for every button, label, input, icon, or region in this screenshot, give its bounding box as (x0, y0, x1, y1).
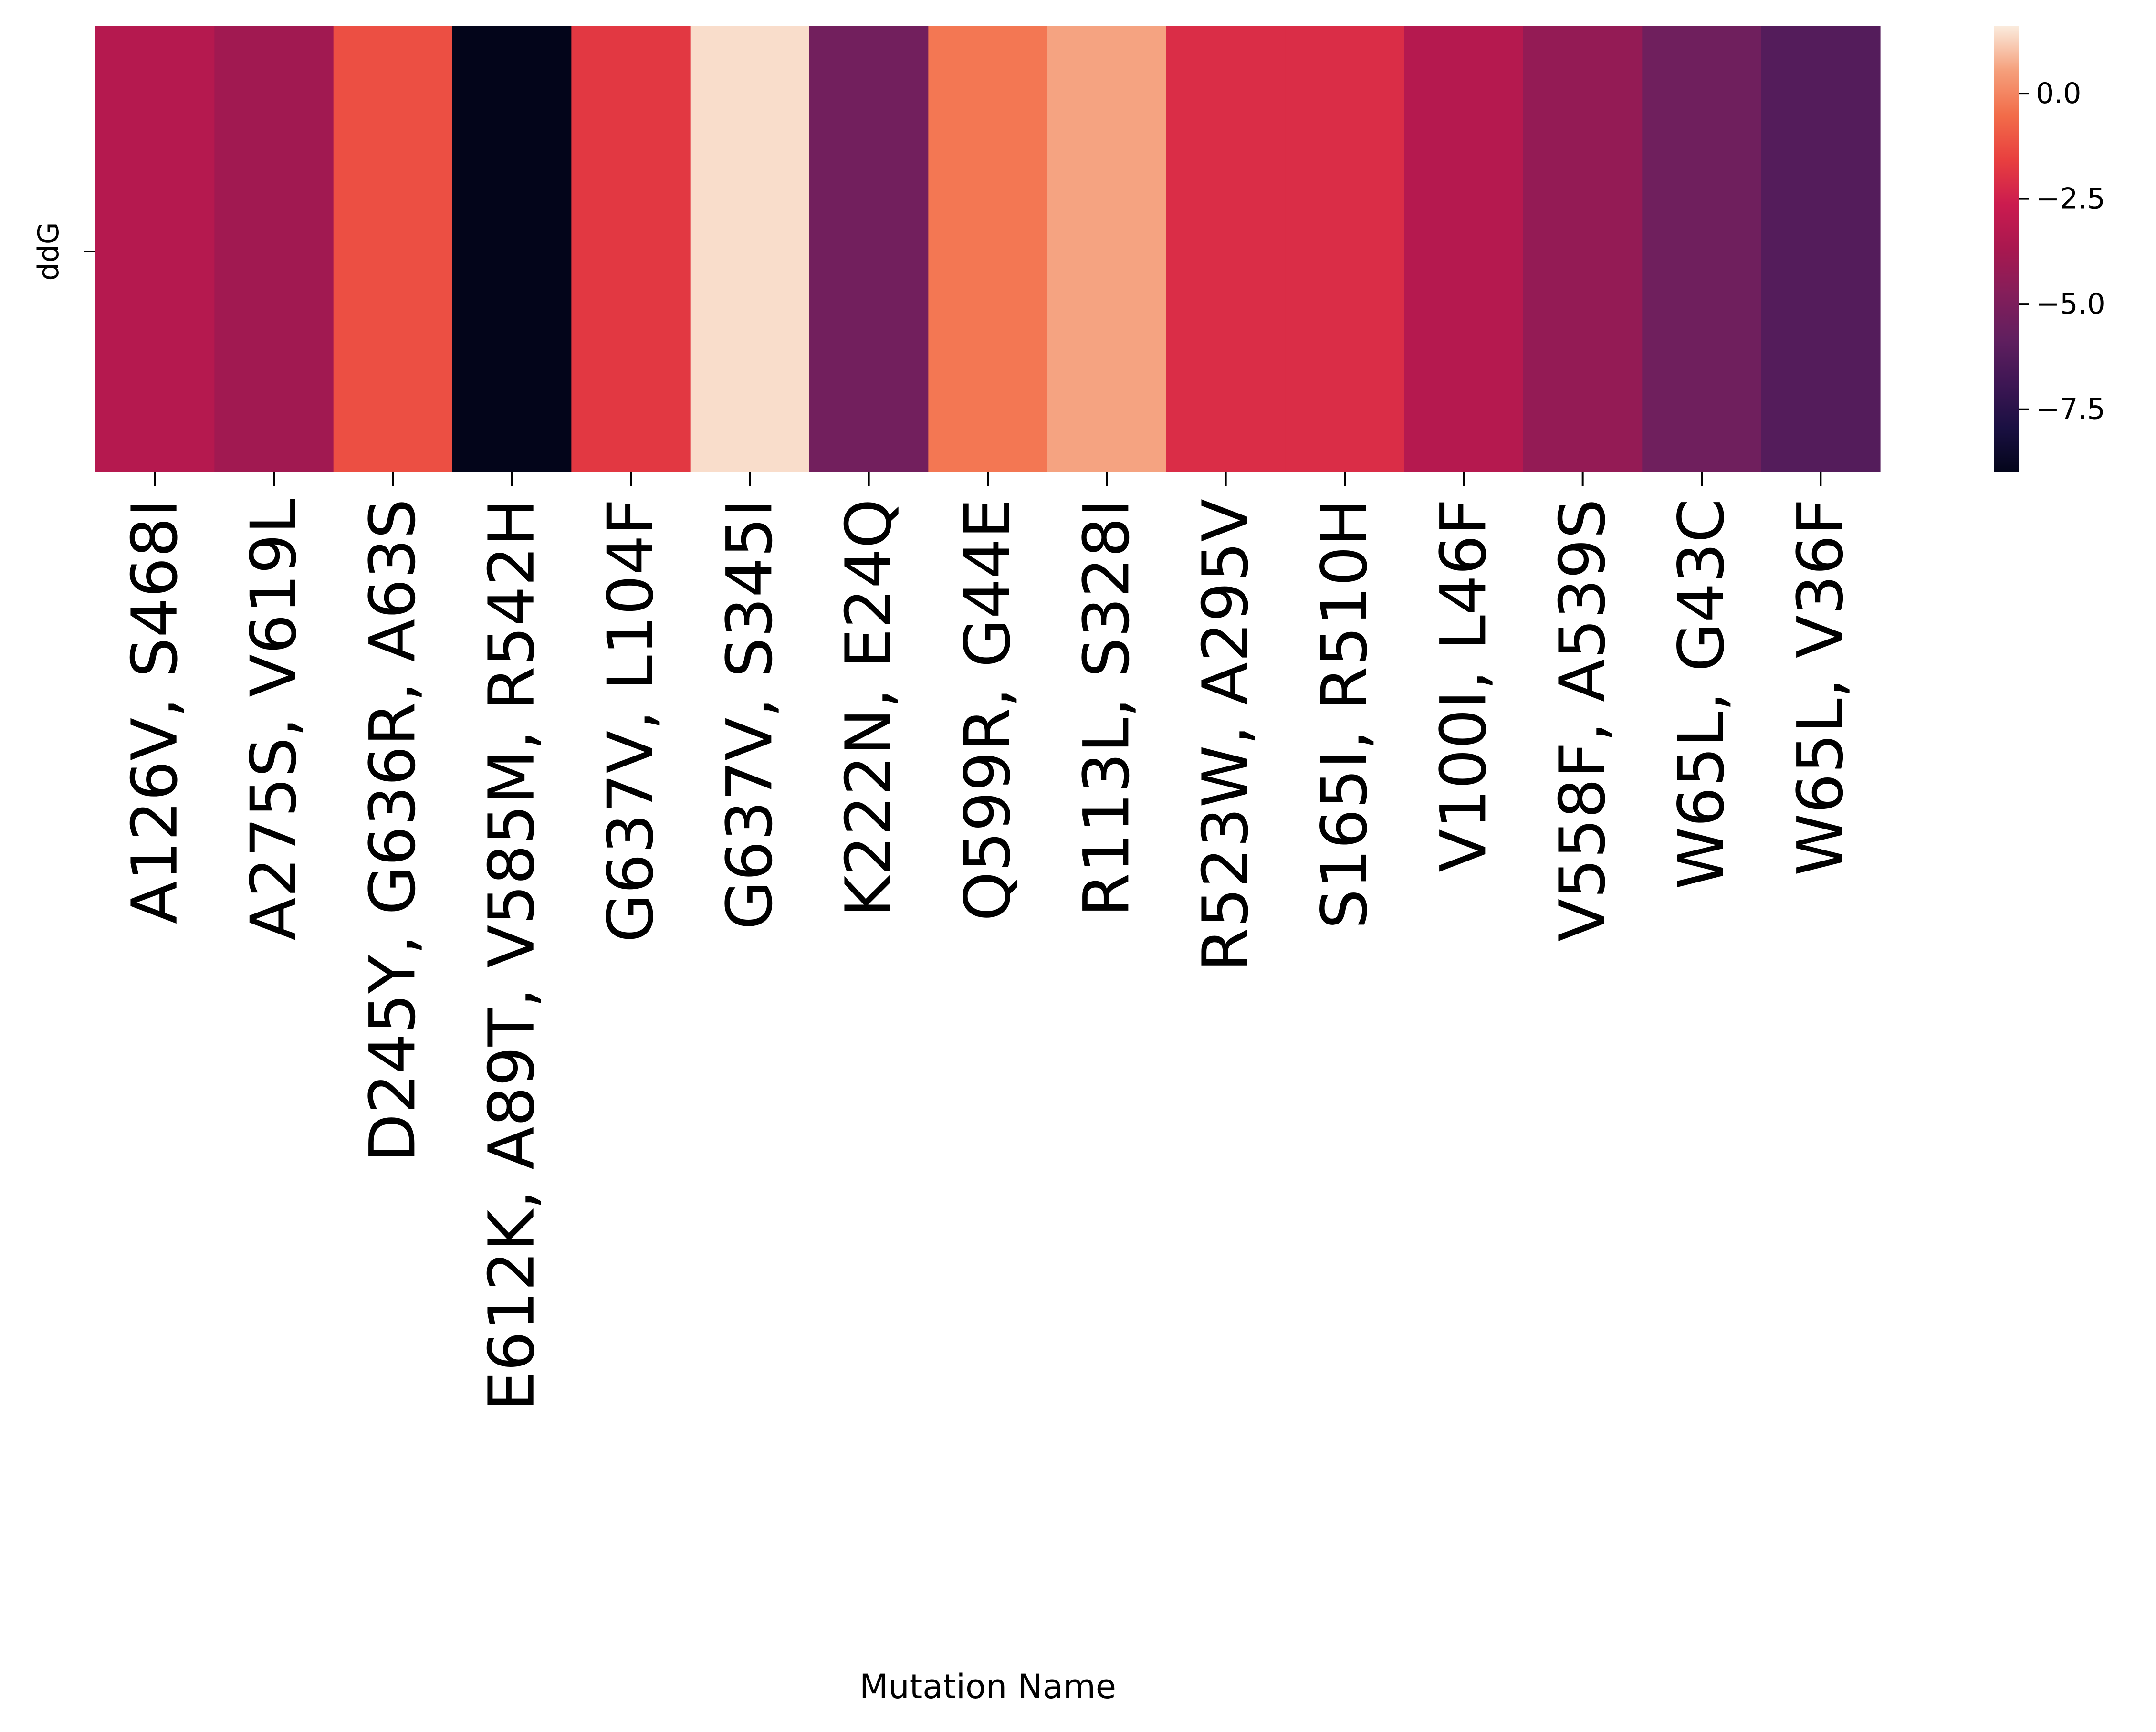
heatmap-cell (452, 26, 572, 472)
colorbar (1994, 26, 2019, 472)
heatmap-cell (571, 26, 691, 472)
x-tick-label: G637V, L104F (594, 499, 668, 943)
x-tick-label: V100I, L46F (1427, 499, 1500, 872)
heatmap-cell (1761, 26, 1881, 472)
colorbar-tick-label: −2.5 (2036, 182, 2105, 216)
x-tick-label: W65L, V36F (1784, 499, 1857, 876)
y-tick-label-ddg: ddG (32, 222, 65, 281)
heatmap-cells (95, 26, 1881, 472)
x-tick-label: G637V, S345I (713, 499, 786, 930)
colorbar-tick-label: −7.5 (2036, 393, 2105, 426)
x-tick-label: K222N, E24Q (832, 499, 906, 917)
colorbar-tick-label: 0.0 (2036, 77, 2081, 110)
heatmap-cell (1523, 26, 1643, 472)
heatmap-cell (95, 26, 215, 472)
colorbar-ticks: 0.0 −2.5 −5.0 −7.5 (2019, 77, 2105, 426)
x-axis-tick-labels: A126V, S468I A275S, V619L D245Y, G636R, A6… (118, 499, 1858, 1411)
heatmap-cell (809, 26, 929, 472)
heatmap-cell (1047, 26, 1167, 472)
x-tick-label: V558F, A539S (1546, 499, 1620, 942)
heatmap-cell (1642, 26, 1762, 472)
heatmap-cell (333, 26, 453, 472)
x-axis-ticks (154, 472, 1822, 486)
x-tick-label: R523W, A295V (1189, 499, 1263, 972)
x-tick-label: S165I, R510H (1308, 499, 1382, 929)
x-tick-label: E612K, A89T, V585M, R542H (475, 499, 549, 1411)
heatmap-cell (1285, 26, 1405, 472)
colorbar-tick-label: −5.0 (2036, 287, 2105, 321)
x-tick-label: R113L, S328I (1070, 499, 1143, 917)
x-tick-label: A275S, V619L (237, 499, 311, 941)
heatmap-cell (1404, 26, 1524, 472)
heatmap-cell (214, 26, 334, 472)
x-tick-label: W65L, G43C (1665, 499, 1738, 889)
x-tick-label: D245Y, G636R, A63S (356, 499, 429, 1162)
heatmap-cell (1166, 26, 1286, 472)
x-tick-label: Q599R, G44E (951, 499, 1025, 921)
x-axis-title: Mutation Name (859, 1667, 1116, 1706)
heatmap-cell (928, 26, 1048, 472)
heatmap-cell (690, 26, 810, 472)
x-tick-label: A126V, S468I (118, 499, 192, 924)
